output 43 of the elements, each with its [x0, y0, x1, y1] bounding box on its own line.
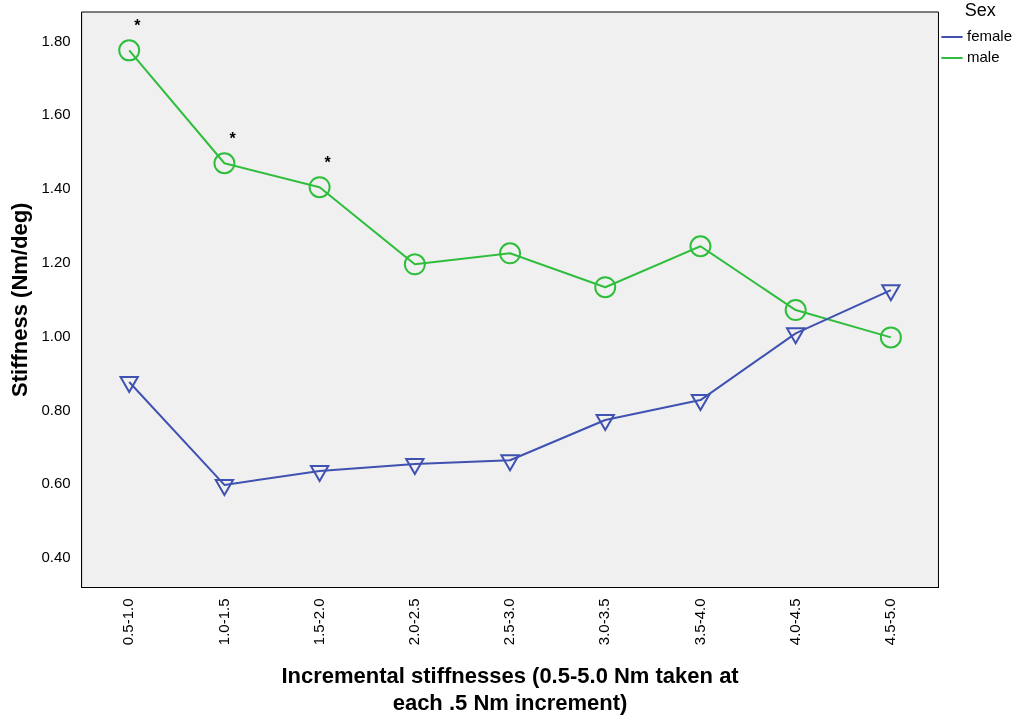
point: [879, 326, 902, 349]
annotation: *: [324, 153, 332, 171]
point: [881, 284, 901, 302]
point: [594, 276, 617, 299]
point: [786, 327, 806, 345]
legend-title: Sex: [964, 0, 996, 20]
x-tick-label: 1.5-2.0: [309, 598, 327, 646]
y-tick-label: 0.40: [41, 548, 71, 566]
point: [213, 152, 236, 175]
legend-label: female: [966, 27, 1013, 45]
annotation: *: [134, 16, 142, 34]
point: [500, 454, 520, 472]
x-tick-label: 4.5-5.0: [881, 598, 899, 646]
x-tick-label: 4.0-4.5: [785, 598, 803, 646]
x-tick-label: 3.0-3.5: [595, 598, 613, 646]
y-axis-title: Stiffness (Nm/deg): [7, 202, 33, 397]
y-tick-label: 1.40: [41, 179, 71, 197]
x-tick-label: 1.0-1.5: [214, 598, 232, 646]
y-tick-label: 0.80: [41, 400, 71, 418]
legend-label: male: [966, 48, 1000, 66]
point: [690, 394, 711, 412]
y-tick-label: 1.20: [41, 253, 71, 270]
annotation: *: [229, 129, 237, 147]
point: [499, 242, 522, 265]
x-axis-title: Incremental stiffnesses (0.5-5.0 Nm taken at each .5 Nm increment): [281, 663, 740, 715]
point: [595, 414, 615, 432]
point: [689, 235, 712, 258]
point: [405, 457, 425, 475]
point: [118, 39, 141, 62]
point: [403, 253, 426, 276]
x-tick-label: 2.0-2.5: [404, 598, 422, 646]
y-tick-label: 1.00: [41, 326, 71, 344]
point: [308, 176, 331, 199]
point: [214, 478, 235, 496]
y-tick-label: 1.60: [41, 105, 71, 123]
y-tick-label: 0.60: [41, 474, 71, 492]
point: [119, 376, 139, 394]
x-tick-label: 2.5-3.0: [500, 598, 518, 646]
y-tick-label: 1.80: [41, 31, 71, 49]
x-tick-label: 0.5-1.0: [119, 598, 137, 646]
point: [784, 299, 807, 322]
x-tick-label: 3.5-4.0: [690, 598, 708, 646]
point: [309, 464, 330, 482]
